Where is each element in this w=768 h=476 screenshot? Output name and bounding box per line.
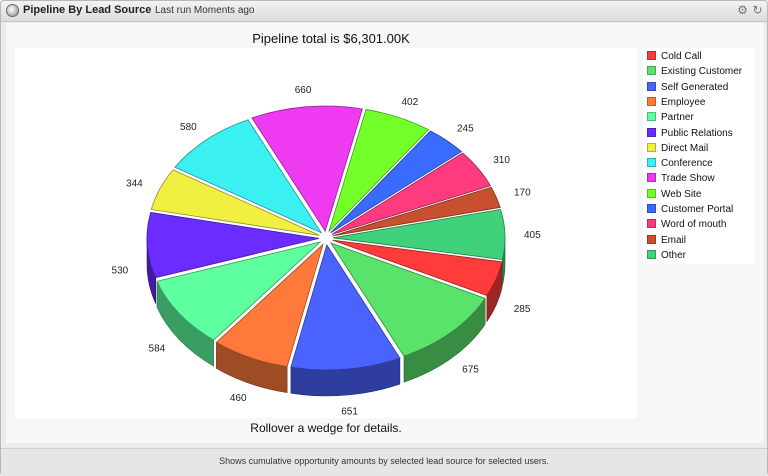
pie-value-label: 651 — [341, 406, 358, 417]
gear-icon[interactable]: ⚙ — [737, 3, 748, 17]
pie-slice[interactable] — [332, 239, 503, 297]
legend-item: Cold Call — [647, 51, 702, 65]
legend-swatch — [647, 173, 656, 183]
pie-slice[interactable] — [156, 241, 322, 341]
legend-label: Word of mouth — [661, 219, 727, 231]
pie-value-label: 580 — [180, 122, 197, 133]
legend-swatch — [647, 127, 656, 137]
pie-slice[interactable] — [330, 130, 463, 234]
legend-swatch — [647, 249, 656, 259]
legend-label: Customer Portal — [661, 204, 734, 215]
legend-label: Employee — [661, 96, 706, 108]
dashlet-title: Pipeline By Lead Source — [23, 4, 152, 16]
legend-item: Customer Portal — [647, 204, 733, 218]
legend-swatch — [647, 96, 656, 106]
pie-value-label: 405 — [524, 230, 541, 241]
legend-label: Public Relations — [661, 127, 733, 139]
dashlet-titlebar: Pipeline By Lead Source Last run Moments… — [1, 1, 767, 22]
legend-item: Web Site — [647, 188, 702, 203]
chart-title: Pipeline total is $6,301.00K — [252, 31, 410, 46]
rollover-hint: Rollover a wedge for details. — [250, 421, 402, 435]
legend-item: Public Relations — [647, 127, 733, 142]
pie-slice[interactable] — [146, 212, 320, 279]
pie-value-label: 530 — [112, 266, 129, 277]
legend-item: Partner — [647, 112, 694, 126]
pie-slice[interactable] — [215, 243, 324, 368]
pie-value-label: 675 — [462, 365, 479, 376]
legend-label: Web Site — [661, 188, 702, 200]
pie-slice[interactable] — [331, 152, 492, 235]
pie-slice[interactable] — [329, 242, 486, 357]
legend-item: Word of mouth — [647, 219, 726, 233]
dashlet-footer: Shows cumulative opportunity amounts by … — [1, 448, 767, 476]
pie-slice[interactable] — [174, 119, 323, 234]
legend-label: Trade Show — [661, 173, 715, 185]
pie-value-label: 285 — [514, 304, 531, 315]
pie-chart: 285 675 651 460 584 530 344 580 660 402 245 310 170 4… — [112, 85, 542, 417]
legend-swatch — [647, 81, 656, 91]
legend-label: Existing Customer — [661, 66, 743, 78]
legend-item: Self Generated — [647, 81, 729, 96]
legend-swatch — [647, 188, 656, 198]
pie-value-label: 584 — [149, 343, 166, 354]
chart-legend: Cold Call Existing Customer Self Generated… — [643, 48, 754, 264]
legend-label: Cold Call — [661, 51, 702, 62]
legend-item: Other — [647, 249, 687, 264]
legend-swatch — [647, 66, 656, 76]
pie-value-label: 245 — [457, 123, 474, 134]
pie-slice[interactable] — [290, 244, 401, 371]
pie-value-label: 344 — [126, 178, 143, 189]
legend-swatch — [647, 142, 656, 152]
dashlet-globe-icon — [6, 4, 19, 17]
pie-value-label: 402 — [401, 97, 418, 108]
legend-swatch — [647, 51, 656, 60]
pie-value-label: 460 — [230, 393, 247, 404]
refresh-icon[interactable]: ↻ — [752, 3, 763, 17]
legend-item: Existing Customer — [647, 66, 742, 80]
last-run-label: Last run Moments ago — [155, 5, 255, 16]
legend-label: Partner — [661, 112, 694, 124]
plot-area: 285 675 651 460 584 530 344 580 660 402 245 310 170 4… — [15, 48, 637, 418]
legend-label: Direct Mail — [661, 142, 709, 154]
legend-label: Conference — [661, 158, 713, 170]
pie-slice[interactable] — [150, 169, 320, 236]
legend-item: Direct Mail — [647, 142, 709, 157]
legend-label: Email — [661, 234, 687, 246]
legend-swatch — [647, 112, 656, 122]
legend-swatch — [647, 219, 656, 229]
pie-value-label: 660 — [295, 85, 312, 96]
pie-slice[interactable] — [332, 186, 501, 237]
chart-container: Pipeline total is $6,301.00K 285 675 651 46… — [6, 23, 764, 443]
legend-item: Trade Show — [647, 173, 715, 187]
legend-item: Employee — [647, 96, 706, 111]
legend-swatch — [647, 158, 656, 168]
pie-slice[interactable] — [328, 109, 430, 232]
legend-swatch — [647, 204, 656, 213]
legend-label: Other — [661, 249, 687, 261]
pie-slice[interactable] — [251, 105, 363, 232]
legend-item: Email — [647, 234, 687, 249]
legend-swatch — [647, 234, 656, 244]
pie-value-label: 170 — [514, 188, 531, 199]
legend-item: Conference — [647, 158, 713, 172]
pie-slice[interactable] — [332, 208, 506, 260]
footer-description: Shows cumulative opportunity amounts by … — [219, 456, 549, 466]
legend-label: Self Generated — [661, 81, 729, 93]
pie-value-label: 310 — [493, 155, 510, 166]
